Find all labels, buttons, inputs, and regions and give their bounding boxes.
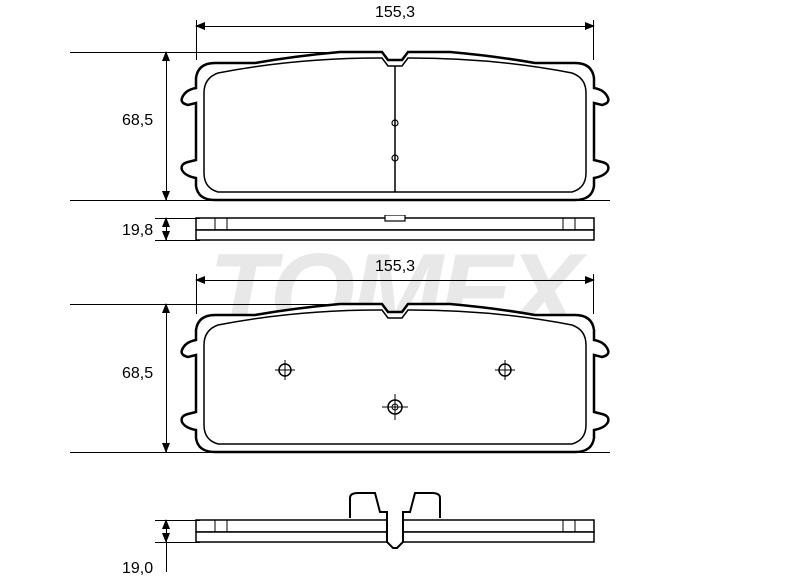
ext-line [155,218,200,219]
brake-pad-top-side [150,215,640,245]
ext-line [70,304,350,305]
dim-line-width-bottom [196,280,594,281]
ext-line [155,542,200,543]
dim-width-top: 155,3 [375,4,415,22]
dim-height-bottom: 68,5 [122,365,153,383]
dim-line-width-top [196,26,594,27]
dim-height-top: 68,5 [122,112,153,130]
ext-line [70,200,610,201]
brake-pad-top-front [150,48,640,208]
dim-line-thickness-top [166,218,167,240]
brake-pad-bottom-side [150,490,640,560]
dim-line-thickness-bottom [166,520,167,542]
dim-line-height-bottom [166,304,167,452]
ext-line [166,542,167,572]
dim-thickness-top: 19,8 [122,222,153,240]
ext-line [155,520,200,521]
dim-thickness-bottom: 19,0 [122,560,153,578]
ext-line [70,52,350,53]
dim-width-bottom: 155,3 [375,258,415,276]
dim-line-height-top [166,52,167,200]
ext-line [70,452,610,453]
brake-pad-bottom-front [150,300,640,460]
ext-line [155,240,200,241]
